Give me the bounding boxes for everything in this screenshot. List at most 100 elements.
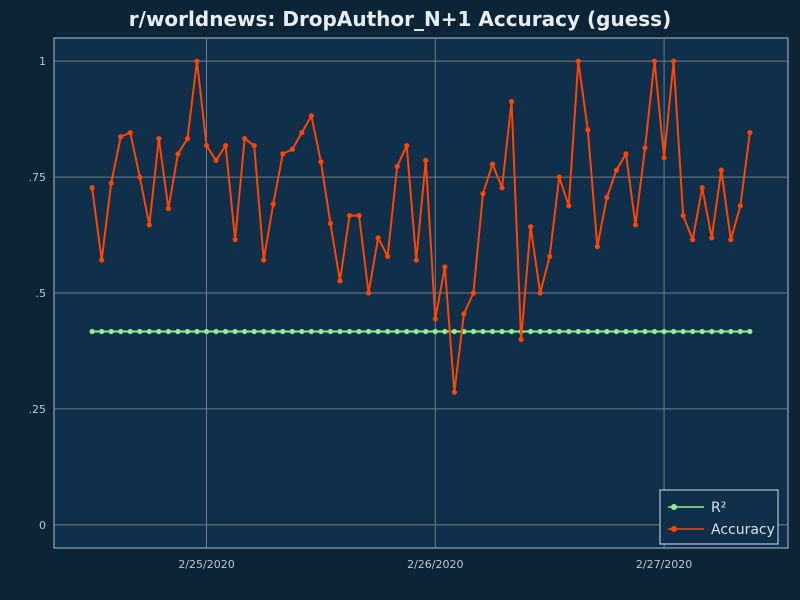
r2-point [709, 328, 715, 335]
legend: R² Accuracy [659, 489, 779, 545]
r2-point [146, 328, 152, 335]
r2-point [728, 328, 734, 335]
accuracy-point [413, 257, 419, 263]
r2-point [184, 328, 191, 335]
accuracy-point [118, 134, 124, 140]
accuracy-point [385, 253, 391, 259]
accuracy-series-line [91, 60, 751, 394]
accuracy-point [146, 222, 152, 228]
accuracy-point [585, 127, 591, 133]
accuracy-point [709, 235, 715, 241]
accuracy-point [232, 237, 238, 243]
r2-point [337, 328, 343, 335]
r2-point [480, 328, 486, 335]
x-tick-label: 2/26/2020 [407, 558, 463, 571]
accuracy-point [318, 159, 324, 165]
accuracy-point [737, 203, 743, 209]
accuracy-point [261, 257, 267, 263]
accuracy-point [747, 129, 753, 136]
r2-point [261, 328, 267, 335]
accuracy-point [308, 113, 314, 119]
accuracy-point [623, 151, 629, 157]
r2-point [318, 328, 324, 335]
accuracy-point [289, 146, 295, 152]
r2-point [299, 328, 305, 335]
accuracy-point [613, 167, 620, 173]
r2-point [651, 328, 658, 335]
r2-point [242, 328, 248, 335]
r2-point [270, 328, 276, 335]
accuracy-point [451, 389, 457, 395]
accuracy-point [690, 237, 696, 243]
accuracy-point [537, 290, 543, 296]
r2-point [413, 328, 419, 335]
r2-point [680, 328, 686, 335]
r2-point [327, 328, 334, 335]
accuracy-point [203, 142, 210, 149]
accuracy-point [547, 253, 553, 259]
legend-accuracy-marker [671, 526, 677, 532]
accuracy-point [184, 136, 191, 142]
r2-point [442, 328, 448, 335]
r2-point [127, 328, 133, 335]
r2-point [289, 328, 295, 335]
r2-point [232, 328, 238, 335]
r2-point [470, 328, 477, 335]
r2-point [165, 328, 171, 335]
r2-point [747, 328, 753, 335]
r2-point [194, 328, 200, 335]
accuracy-point [632, 222, 639, 228]
y-tick-label: .25 [29, 403, 47, 416]
accuracy-point [642, 145, 648, 151]
accuracy-point [213, 157, 219, 163]
accuracy-point [137, 174, 143, 180]
accuracy-point [480, 191, 486, 197]
r2-point [671, 328, 677, 335]
legend-accuracy-label: Accuracy [711, 522, 775, 538]
accuracy-point [89, 185, 95, 191]
legend-box [659, 489, 779, 545]
legend-r2-marker [671, 504, 677, 510]
accuracy-point [394, 163, 400, 170]
accuracy-point [365, 290, 372, 296]
r2-point [585, 328, 591, 335]
accuracy-point [423, 157, 429, 163]
accuracy-point [470, 290, 477, 296]
x-tick-label: 2/25/2020 [178, 558, 234, 571]
r2-point [280, 328, 286, 335]
accuracy-point [108, 180, 114, 186]
r2-point [108, 328, 114, 335]
series [89, 58, 753, 395]
r2-point [499, 328, 505, 335]
axis-labels: 0 .25 .5 .75 1 2/25/2020 2/26/2020 2/27/2020 [29, 55, 693, 571]
r2-point [308, 328, 314, 335]
x-tick-label: 2/27/2020 [636, 558, 692, 571]
r2-point [99, 328, 105, 335]
accuracy-point [432, 316, 438, 322]
accuracy-point [280, 151, 286, 157]
r2-point [222, 328, 229, 335]
accuracy-point [375, 235, 381, 241]
accuracy-point [251, 142, 257, 149]
accuracy-point [661, 155, 667, 161]
r2-point [642, 328, 648, 335]
accuracy-point [242, 136, 248, 142]
r2-point [356, 328, 362, 335]
r2-point [537, 328, 543, 335]
accuracy-point [699, 185, 705, 191]
accuracy-point [461, 311, 467, 317]
accuracy-point [194, 58, 200, 64]
accuracy-point [499, 185, 505, 191]
r2-point [613, 328, 620, 335]
r2-point [604, 328, 610, 335]
r2-point [213, 328, 219, 335]
accuracy-point [337, 278, 343, 284]
accuracy-point [556, 174, 562, 180]
r2-point [365, 328, 372, 335]
accuracy-point [594, 244, 600, 250]
accuracy-point [404, 142, 410, 149]
r2-point [690, 328, 696, 335]
r2-point [594, 328, 600, 335]
